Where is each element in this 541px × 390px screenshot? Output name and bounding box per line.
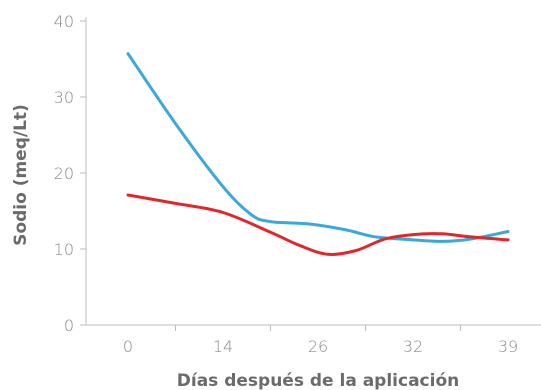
y-tick-label: 40 [54, 12, 74, 31]
x-axis-title: Días después de la aplicación [177, 371, 459, 390]
y-tick-label: 30 [54, 88, 74, 107]
x-axis: 0 14 26 32 39 [86, 324, 541, 356]
x-tick-label: 0 [123, 337, 133, 356]
y-tick-label: 10 [54, 240, 74, 259]
series-line-2 [126, 193, 510, 257]
series-line-1 [126, 52, 510, 243]
y-tick-label: 20 [54, 164, 74, 183]
x-tick-label: 32 [403, 337, 423, 356]
x-tick-label: 39 [498, 337, 518, 356]
y-axis-title: Sodio (meq/Lt) [11, 104, 31, 246]
y-tick-label: 0 [64, 316, 74, 335]
x-tick-label: 26 [308, 337, 328, 356]
series-lines [126, 52, 510, 257]
y-axis: 0 10 20 30 40 [54, 12, 87, 335]
x-tick-label: 14 [213, 337, 233, 356]
